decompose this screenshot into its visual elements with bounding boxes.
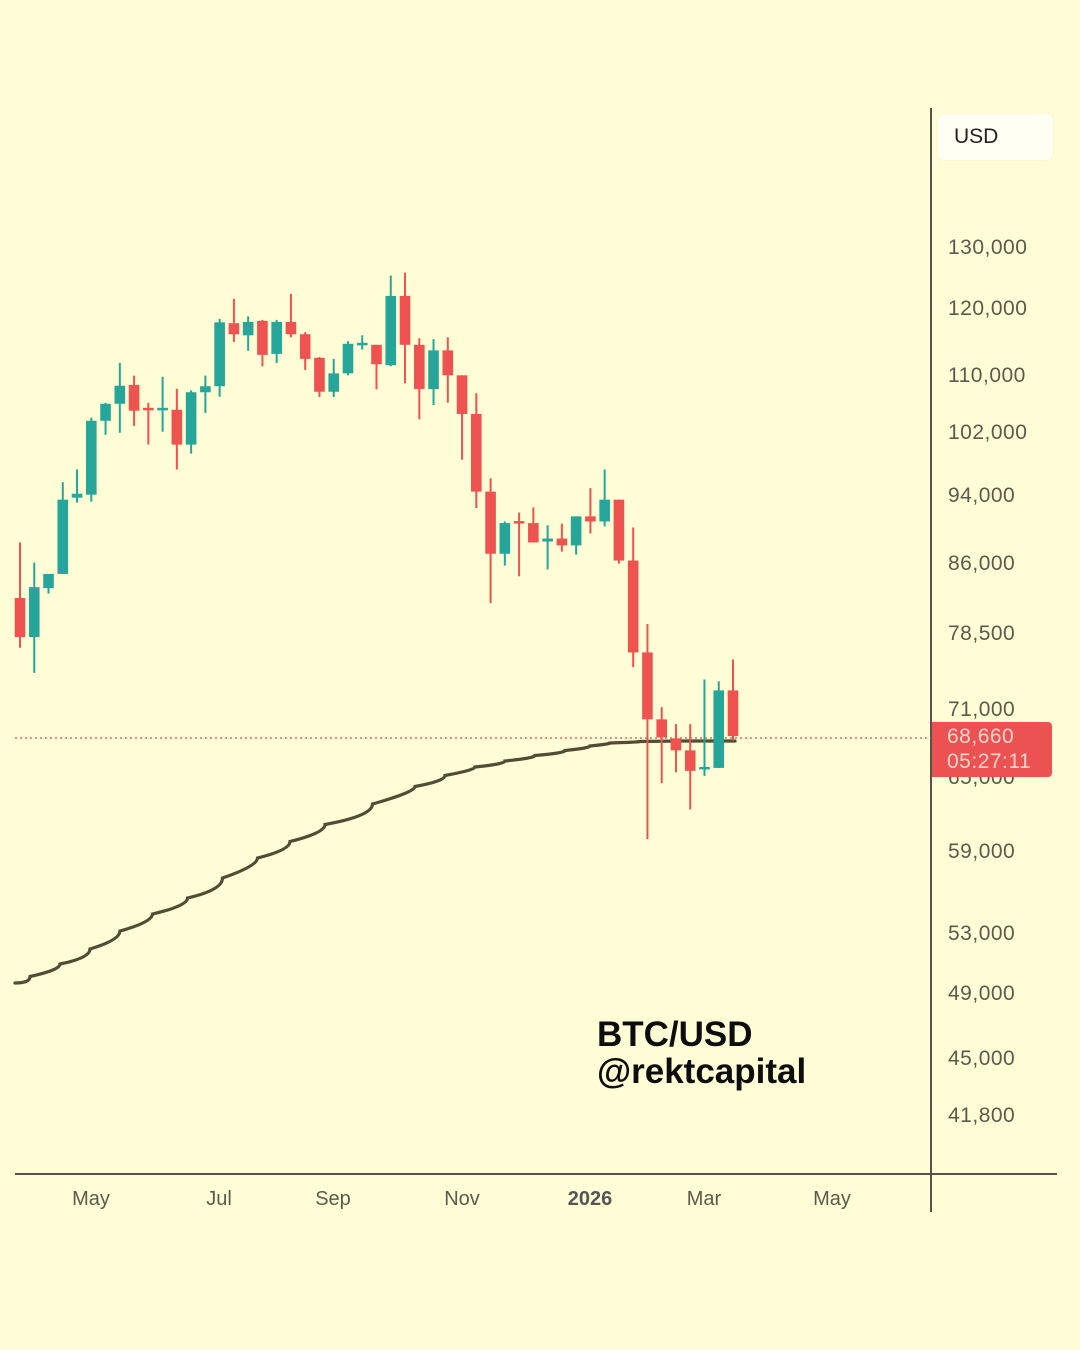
candle[interactable]: [699, 679, 710, 776]
price-tick-label: 130,000: [948, 236, 1028, 259]
candle[interactable]: [627, 527, 639, 668]
candle[interactable]: [413, 338, 425, 420]
candle[interactable]: [171, 388, 183, 470]
price-tick-label: 53,000: [948, 922, 1016, 946]
time-tick-label: May: [813, 1188, 851, 1210]
candle[interactable]: [471, 393, 482, 509]
price-tick-label: 71,000: [948, 698, 1016, 722]
candlestick-series: [14, 272, 739, 840]
candle[interactable]: [670, 724, 682, 773]
candle[interactable]: [71, 469, 83, 503]
moving-average-line: [13, 739, 737, 985]
candle[interactable]: [257, 319, 268, 367]
candle[interactable]: [114, 362, 126, 433]
candle[interactable]: [128, 375, 140, 426]
candle[interactable]: [271, 319, 282, 363]
candle[interactable]: [513, 512, 525, 577]
candle[interactable]: [642, 624, 653, 840]
currency-selector[interactable]: USD: [938, 114, 1053, 160]
candle[interactable]: [328, 358, 340, 397]
candle[interactable]: [485, 478, 496, 604]
candle[interactable]: [14, 542, 26, 648]
candle[interactable]: [399, 272, 411, 384]
candle[interactable]: [371, 344, 382, 390]
watermark-handle: @rektcapital: [597, 1052, 807, 1091]
candle[interactable]: [599, 469, 610, 527]
candle[interactable]: [299, 332, 311, 370]
candle[interactable]: [342, 341, 354, 376]
chart-watermark: BTC/USD @rektcapital: [597, 1016, 806, 1090]
candle[interactable]: [656, 707, 667, 784]
candle[interactable]: [442, 337, 454, 403]
price-tick-label: 120,000: [948, 297, 1028, 321]
price-tick-label: 49,000: [948, 982, 1016, 1006]
candle[interactable]: [542, 525, 553, 570]
candle[interactable]: [727, 659, 739, 741]
candle[interactable]: [570, 516, 582, 555]
price-tick-label: 102,000: [948, 421, 1028, 445]
candle[interactable]: [185, 390, 197, 454]
candle[interactable]: [556, 523, 568, 552]
candle[interactable]: [528, 507, 539, 543]
price-tick-label: 45,000: [948, 1047, 1016, 1071]
candle[interactable]: [157, 376, 168, 432]
candle[interactable]: [285, 293, 297, 338]
price-tick-label: 86,000: [948, 551, 1016, 575]
price-tick-label: 94,000: [948, 483, 1016, 507]
last-price-value: 68,660: [947, 725, 1015, 748]
candle[interactable]: [43, 573, 54, 594]
time-tick-label: Sep: [315, 1188, 351, 1210]
watermark-pair: BTC/USD: [597, 1015, 753, 1054]
candle[interactable]: [100, 402, 111, 435]
candle[interactable]: [713, 681, 725, 768]
candle[interactable]: [428, 339, 439, 405]
candle[interactable]: [356, 335, 368, 350]
candle[interactable]: [684, 724, 696, 810]
candle[interactable]: [57, 482, 69, 574]
time-tick-label: 2026: [567, 1188, 613, 1210]
candle[interactable]: [385, 275, 397, 367]
candle[interactable]: [242, 316, 254, 351]
price-tick-label: 78,500: [948, 621, 1016, 645]
candle[interactable]: [499, 521, 511, 566]
candle[interactable]: [314, 356, 325, 397]
candle[interactable]: [28, 562, 40, 673]
price-tick-label: 41,800: [948, 1103, 1016, 1127]
time-tick-label: May: [72, 1188, 110, 1210]
candle[interactable]: [200, 375, 211, 413]
time-tick-label: Mar: [686, 1188, 722, 1210]
price-tick-label: 110,000: [948, 363, 1026, 387]
candle[interactable]: [228, 298, 240, 342]
candle[interactable]: [456, 375, 468, 460]
candle[interactable]: [86, 417, 97, 502]
price-tick-label: 59,000: [948, 840, 1016, 864]
bar-countdown: 05:27:11: [947, 750, 1032, 773]
candle[interactable]: [585, 488, 596, 534]
last-price-tag: 68,660 05:27:11: [932, 722, 1052, 777]
time-tick-label: Jul: [206, 1188, 232, 1210]
time-tick-label: Nov: [444, 1188, 480, 1210]
candle[interactable]: [143, 402, 154, 445]
candle[interactable]: [214, 318, 225, 397]
currency-label: USD: [954, 125, 999, 148]
candle[interactable]: [613, 499, 625, 564]
